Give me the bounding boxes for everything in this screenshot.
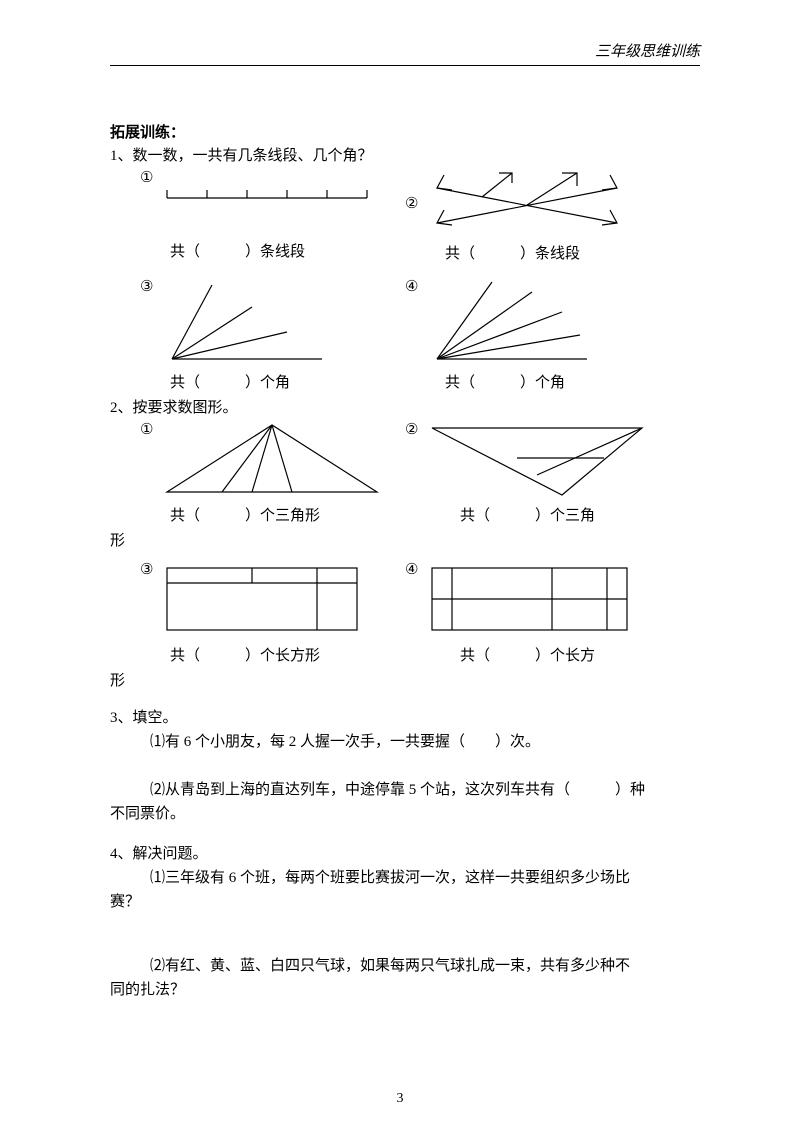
q2-caption-4: 共（ ）个长方 [405, 644, 700, 665]
q1-fig-4 [422, 277, 602, 367]
page-header: 三年级思维训练 [110, 40, 700, 66]
q4-title: 4、解决问题。 [110, 842, 700, 866]
q1-caption-4: 共（ ）个角 [405, 371, 700, 392]
q2-num-4: ④ [405, 560, 418, 579]
q1-num-3: ③ [140, 277, 153, 296]
q2-caption-1: 共（ ）个三角形 [110, 504, 405, 525]
page-number: 3 [0, 1091, 800, 1107]
q2-caption-3: 共（ ）个长方形 [110, 644, 405, 665]
q2-fig-2 [422, 420, 652, 500]
q3-p2b: 不同票价。 [110, 802, 700, 826]
q2-wrap-2: 形 [110, 669, 700, 690]
q4-p2b: 同的扎法？ [110, 978, 700, 1002]
q4-p1a: ⑴三年级有 6 个班，每两个班要比赛拔河一次，这样一共要组织多少场比 [110, 866, 700, 890]
q1-fig-1 [157, 168, 377, 208]
q1-caption-3: 共（ ）个角 [110, 371, 405, 392]
q1-num-1: ① [140, 168, 153, 187]
q2-fig-3 [157, 560, 377, 640]
q1-caption-2: 共（ ）条线段 [405, 242, 700, 263]
q2-fig-4 [422, 560, 642, 640]
q4-p2a: ⑵有红、黄、蓝、白四只气球，如果每两只气球扎成一束，共有多少种不 [110, 954, 700, 978]
q1-text: 1、数一数，一共有几条线段、几个角？ [110, 144, 700, 168]
q2-num-1: ① [140, 420, 153, 439]
q2-num-3: ③ [140, 560, 153, 579]
q2-num-2: ② [405, 420, 418, 439]
q1-num-2: ② [405, 194, 418, 213]
q1-fig-3 [157, 277, 337, 367]
q2-caption-2: 共（ ）个三角 [405, 504, 700, 525]
q2-wrap-1: 形 [110, 529, 700, 550]
q2-text: 2、按要求数图形。 [110, 396, 700, 420]
q3-title: 3、填空。 [110, 706, 700, 730]
q1-caption-1: 共（ ）条线段 [110, 240, 405, 261]
q1-fig-2 [422, 168, 632, 238]
q3-p2a: ⑵从青岛到上海的直达列车，中途停靠 5 个站，这次列车共有（ ）种 [110, 778, 700, 802]
q2-fig-1 [157, 420, 387, 500]
q4-p1b: 赛？ [110, 890, 700, 914]
q1-num-4: ④ [405, 277, 418, 296]
q3-p1: ⑴有 6 个小朋友，每 2 人握一次手，一共要握（ ）次。 [110, 730, 700, 754]
section-title: 拓展训练： [110, 121, 700, 142]
